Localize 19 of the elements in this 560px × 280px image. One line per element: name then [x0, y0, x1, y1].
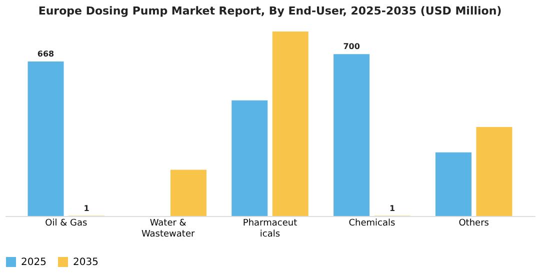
legend-label: 2025	[21, 257, 46, 268]
bar	[170, 170, 206, 216]
bar	[435, 152, 472, 216]
bar	[272, 31, 308, 216]
data-label: 1	[390, 204, 396, 213]
x-tick-label: Water & Wastewater	[141, 218, 195, 240]
x-tick-label: Pharmaceuticals	[242, 218, 298, 240]
x-tick-label: Oil & Gas	[45, 218, 88, 228]
bar	[476, 126, 512, 216]
bar	[28, 62, 64, 216]
data-label: 668	[37, 50, 55, 59]
x-tick-label: Others	[458, 218, 490, 228]
bar	[334, 54, 370, 216]
chart-title: Europe Dosing Pump Market Report, By End-User, 2025-2035 (USD Million)	[38, 4, 502, 18]
x-tick-label: Chemicals	[348, 218, 396, 228]
data-label: 1	[84, 204, 90, 213]
legend-label: 2035	[73, 257, 98, 268]
data-label: 700	[343, 42, 360, 52]
bar	[232, 100, 268, 216]
